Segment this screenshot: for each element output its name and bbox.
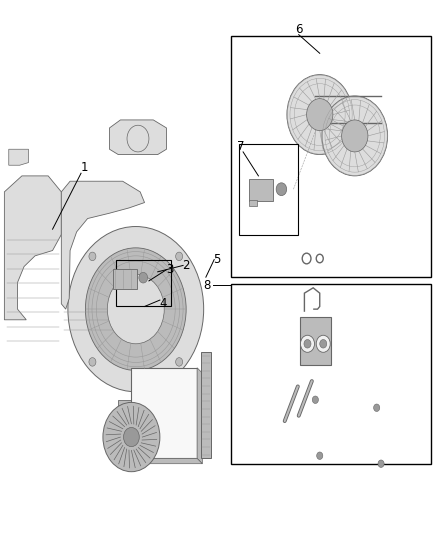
Bar [131, 368, 197, 458]
Text: 3: 3 [166, 263, 173, 276]
Polygon shape [197, 368, 202, 464]
Bar [249, 200, 257, 206]
Circle shape [307, 99, 333, 131]
Circle shape [276, 183, 287, 196]
Circle shape [317, 452, 323, 459]
Polygon shape [110, 120, 166, 155]
Circle shape [378, 460, 384, 467]
Bar [201, 352, 211, 458]
Circle shape [107, 274, 164, 344]
Circle shape [342, 120, 368, 152]
Circle shape [68, 227, 204, 392]
Text: 7: 7 [237, 140, 244, 153]
Bar [239, 144, 298, 235]
Circle shape [320, 340, 327, 348]
Bar [231, 284, 431, 464]
Circle shape [300, 335, 314, 352]
Circle shape [322, 96, 388, 176]
Text: 5: 5 [214, 253, 221, 266]
Circle shape [139, 272, 148, 283]
Circle shape [124, 427, 139, 447]
Circle shape [287, 75, 353, 155]
Circle shape [176, 358, 183, 366]
Circle shape [89, 358, 96, 366]
Polygon shape [4, 176, 61, 320]
Bar [113, 269, 137, 289]
Text: 1: 1 [80, 161, 88, 174]
Circle shape [312, 396, 318, 403]
Text: 2: 2 [182, 259, 190, 272]
Circle shape [85, 248, 186, 370]
Circle shape [316, 335, 330, 352]
Polygon shape [61, 181, 145, 309]
Polygon shape [9, 149, 28, 165]
Circle shape [304, 340, 311, 348]
Bar [300, 317, 331, 365]
Circle shape [103, 402, 160, 472]
Polygon shape [131, 458, 202, 464]
Bar [231, 36, 431, 277]
Text: 6: 6 [295, 23, 303, 36]
Bar [114, 413, 149, 440]
Bar [116, 260, 171, 306]
Text: 4: 4 [159, 297, 167, 310]
Circle shape [89, 252, 96, 261]
Bar [249, 179, 272, 201]
Bar [118, 400, 145, 413]
Circle shape [176, 252, 183, 261]
Text: 8: 8 [204, 279, 211, 292]
Circle shape [374, 404, 380, 411]
